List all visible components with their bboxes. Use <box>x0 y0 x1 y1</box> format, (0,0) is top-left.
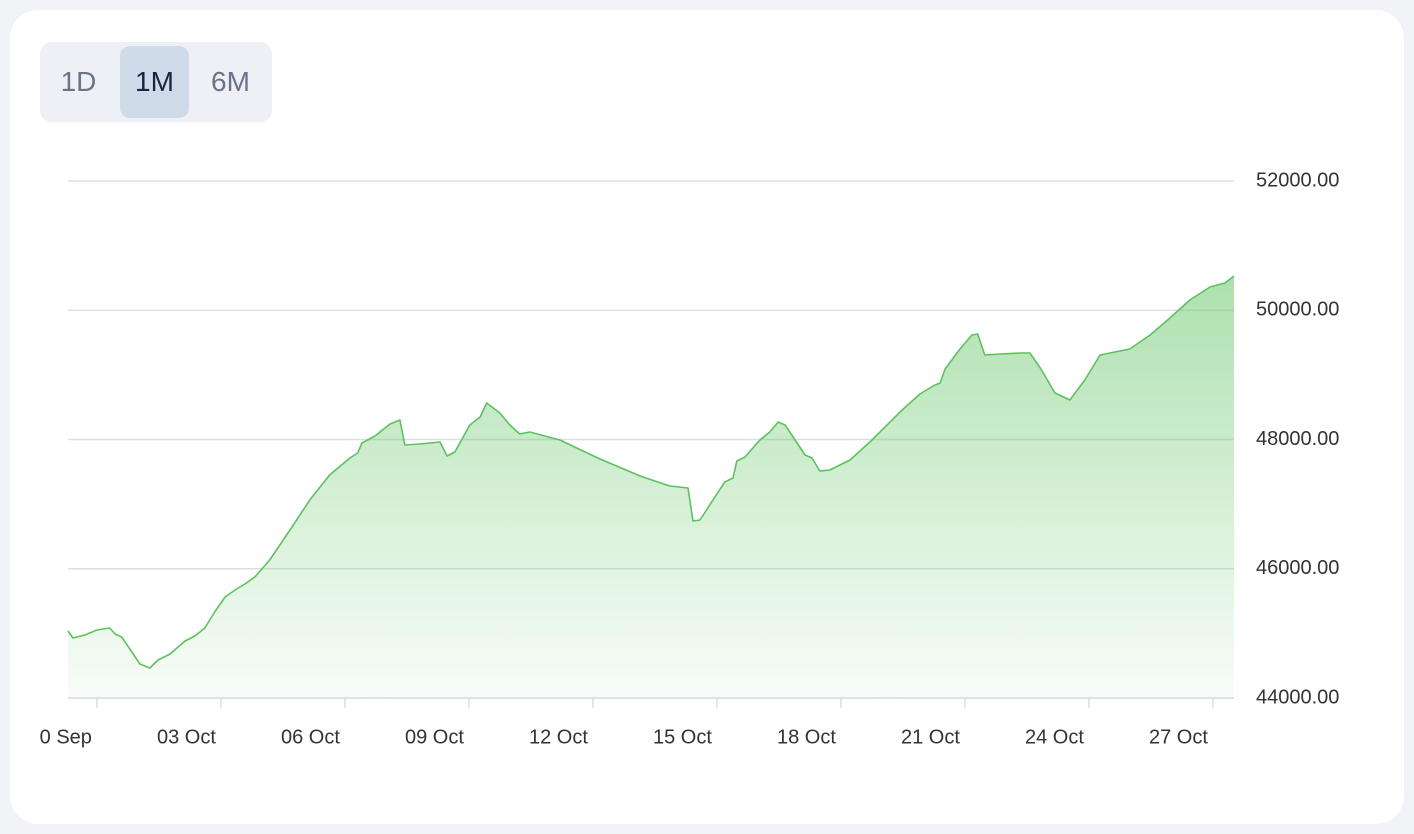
area <box>68 276 1234 698</box>
x-axis: 30 Sep 03 Oct 06 Oct 09 Oct 12 Oct 15 Oct 18 O… <box>29 698 1214 748</box>
x-tick-label: 30 Sep <box>29 726 92 748</box>
x-tick-label: 03 Oct <box>157 726 216 748</box>
x-tick-label: 27 Oct <box>1149 726 1208 748</box>
y-tick-label: 50000.00 <box>1256 299 1339 321</box>
range-button[interactable]: 6M <box>196 46 265 118</box>
line <box>67 275 1235 669</box>
x-tick-label: 24 Oct <box>1025 726 1084 748</box>
x-tick-label: 21 Oct <box>901 726 960 748</box>
x-tick-label: 15 Oct <box>653 726 712 748</box>
y-tick-label: 48000.00 <box>1256 428 1339 450</box>
x-tick-label: 18 Oct <box>777 726 836 748</box>
range-button[interactable]: 1D <box>44 46 113 118</box>
y-tick-label: 46000.00 <box>1256 557 1339 579</box>
x-tick-label: 09 Oct <box>405 726 464 748</box>
y-tick-label: 44000.00 <box>1256 686 1339 708</box>
y-tick-label: 52000.00 <box>1256 169 1339 191</box>
x-tick-label: 12 Oct <box>529 726 588 748</box>
range-selector: 1D 1M 6M <box>40 42 272 122</box>
range-button[interactable]: 1M <box>120 46 189 118</box>
x-tick-label: 06 Oct <box>281 726 340 748</box>
